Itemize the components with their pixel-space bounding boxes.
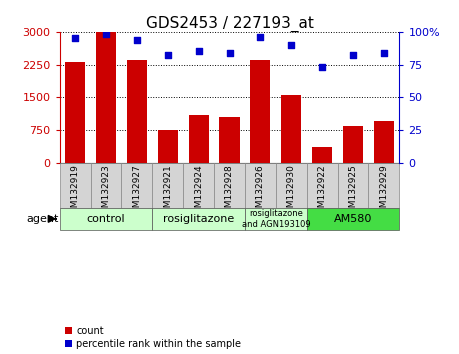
Text: agent: agent [27, 214, 59, 224]
Bar [127, 60, 147, 162]
Text: GSM132924: GSM132924 [194, 165, 203, 219]
Point [257, 34, 264, 40]
Bar [281, 95, 301, 162]
FancyBboxPatch shape [307, 208, 399, 230]
Bar [374, 121, 394, 162]
Text: GSM132925: GSM132925 [348, 165, 358, 219]
Point [349, 53, 357, 58]
FancyBboxPatch shape [183, 162, 214, 207]
Text: rosiglitazone: rosiglitazone [163, 214, 234, 224]
Bar [312, 147, 332, 162]
Text: GSM132926: GSM132926 [256, 165, 265, 219]
Point [102, 32, 110, 37]
Point [164, 53, 171, 58]
FancyBboxPatch shape [307, 162, 337, 207]
Bar [343, 126, 363, 162]
Point [319, 64, 326, 70]
Point [133, 37, 140, 42]
FancyBboxPatch shape [122, 162, 152, 207]
Title: GDS2453 / 227193_at: GDS2453 / 227193_at [146, 16, 313, 32]
FancyBboxPatch shape [369, 162, 399, 207]
Point [195, 48, 202, 54]
Text: AM580: AM580 [334, 214, 372, 224]
Text: GSM132921: GSM132921 [163, 165, 172, 219]
FancyBboxPatch shape [214, 162, 245, 207]
Text: rosiglitazone
and AGN193109: rosiglitazone and AGN193109 [241, 209, 310, 229]
Bar [65, 62, 85, 162]
Text: GSM132930: GSM132930 [287, 165, 296, 219]
Point [288, 42, 295, 48]
Legend: count, percentile rank within the sample: count, percentile rank within the sample [65, 326, 241, 349]
Text: GSM132929: GSM132929 [380, 165, 388, 219]
Text: GSM132928: GSM132928 [225, 165, 234, 219]
Text: GSM132922: GSM132922 [318, 165, 327, 219]
Bar [158, 130, 178, 162]
FancyBboxPatch shape [245, 162, 276, 207]
FancyBboxPatch shape [60, 208, 152, 230]
Bar [189, 115, 209, 162]
Bar [96, 32, 116, 162]
FancyBboxPatch shape [60, 162, 90, 207]
FancyBboxPatch shape [152, 162, 183, 207]
Text: GSM132923: GSM132923 [101, 165, 111, 219]
FancyBboxPatch shape [276, 162, 307, 207]
FancyBboxPatch shape [337, 162, 369, 207]
Point [226, 50, 233, 56]
FancyBboxPatch shape [152, 208, 245, 230]
Text: control: control [87, 214, 125, 224]
FancyBboxPatch shape [245, 208, 307, 230]
FancyBboxPatch shape [90, 162, 122, 207]
Point [72, 35, 79, 41]
Point [380, 50, 387, 56]
Text: GSM132927: GSM132927 [132, 165, 141, 219]
Text: GSM132919: GSM132919 [71, 165, 79, 219]
Bar [250, 60, 270, 162]
Bar [219, 117, 240, 162]
